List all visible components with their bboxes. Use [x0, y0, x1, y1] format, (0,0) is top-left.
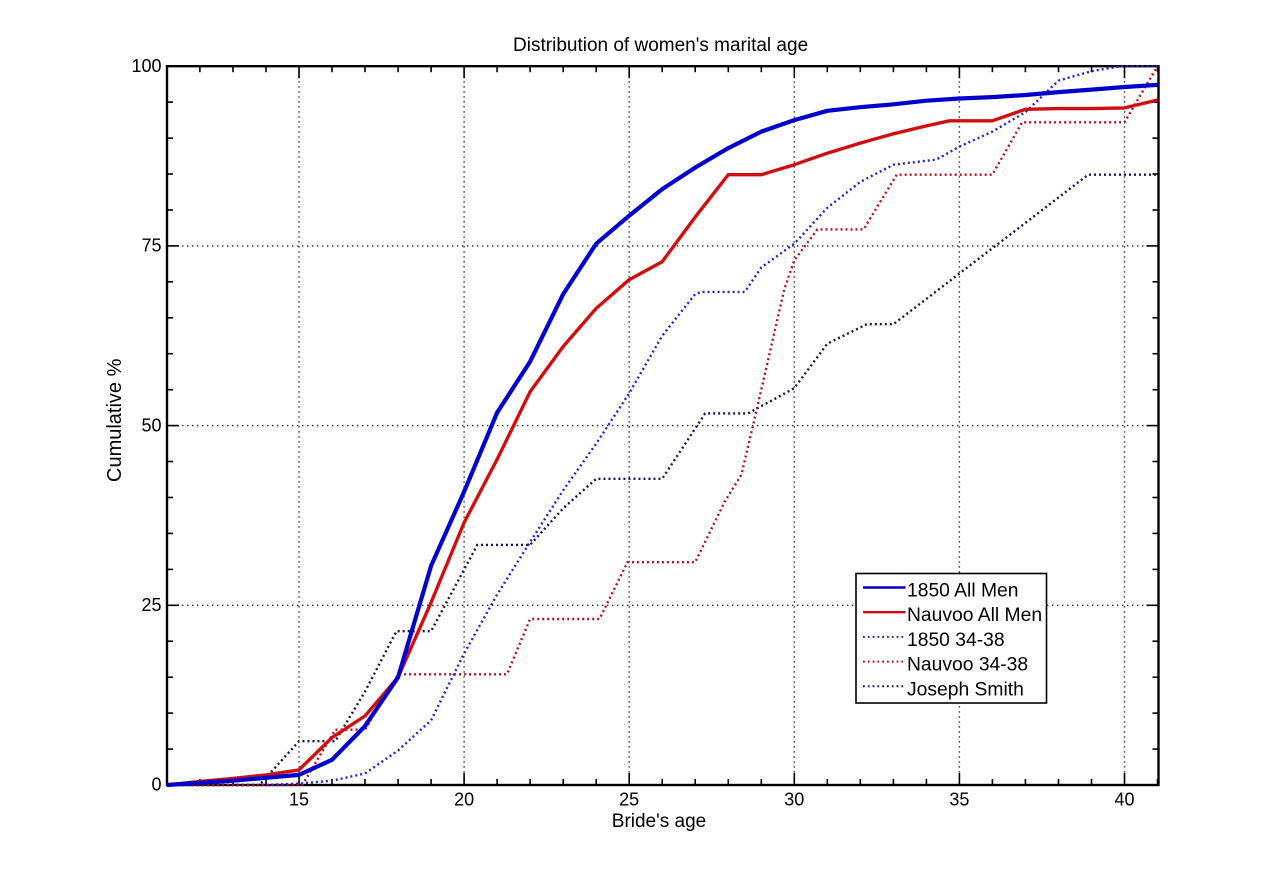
svg-text:25: 25	[619, 790, 639, 810]
svg-text:20: 20	[454, 790, 474, 810]
svg-text:1850 All Men: 1850 All Men	[907, 581, 1018, 602]
svg-text:75: 75	[141, 236, 161, 256]
svg-text:40: 40	[1114, 790, 1134, 810]
svg-text:100: 100	[131, 56, 161, 76]
svg-text:Joseph Smith: Joseph Smith	[907, 679, 1024, 700]
svg-text:Nauvoo 34-38: Nauvoo 34-38	[907, 655, 1028, 676]
svg-text:Bride's age: Bride's age	[612, 811, 706, 832]
svg-text:30: 30	[784, 790, 804, 810]
svg-text:15: 15	[289, 790, 309, 810]
svg-text:Nauvoo All Men: Nauvoo All Men	[907, 605, 1042, 626]
svg-text:1850 34-38: 1850 34-38	[907, 630, 1005, 651]
svg-text:50: 50	[141, 415, 161, 435]
svg-text:0: 0	[151, 775, 161, 795]
svg-text:Distribution of women's marita: Distribution of women's marital age	[513, 35, 808, 56]
svg-text:Cumulative %: Cumulative %	[104, 358, 126, 482]
svg-text:35: 35	[949, 790, 969, 810]
svg-text:25: 25	[141, 595, 161, 615]
